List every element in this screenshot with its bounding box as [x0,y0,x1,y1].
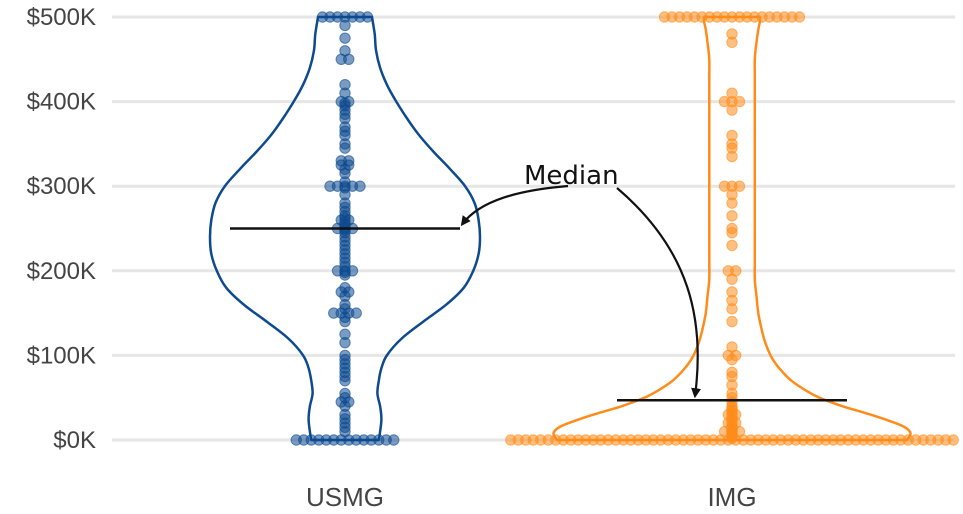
data-point-usmg [388,434,400,446]
data-point-img [726,315,738,328]
y-tick-label: $300K [27,173,96,200]
data-point-img [726,239,738,252]
data-point-usmg [361,11,374,23]
data-point-img [793,11,806,23]
data-point-img [726,87,738,99]
y-axis-tick-labels: $0K $100K $200K $300K $400K $500K [27,4,96,454]
data-point-img [947,434,959,446]
data-point-usmg [339,78,351,91]
data-point-img [726,286,738,298]
y-tick-label: $0K [53,427,96,454]
data-point-usmg [350,307,362,319]
data-point-usmg [339,282,351,294]
median-lines [230,227,847,402]
data-point-usmg [354,180,366,192]
data-point-img [733,180,746,192]
data-points [290,11,959,446]
y-tick-label: $400K [27,89,96,116]
data-point-img [726,366,738,379]
y-tick-label: $200K [27,258,96,285]
data-point-img [730,265,742,277]
y-tick-label: $100K [27,342,96,369]
data-point-usmg [339,32,351,44]
data-point-img [733,95,746,108]
data-point-usmg [343,155,355,167]
data-point-usmg [339,328,351,340]
x-tick-label-img: IMG [707,482,756,512]
data-point-usmg [339,349,351,362]
median-annotation: Median [460,161,701,399]
data-point-img [726,129,738,142]
y-tick-label: $500K [27,4,96,31]
data-point-img [726,28,738,40]
median-annotation-label: Median [524,161,619,191]
data-point-img [726,341,738,353]
data-point-usmg [339,387,351,400]
data-point-img [726,222,738,235]
median-arrow-usmg [460,184,569,227]
data-point-usmg [339,45,351,57]
median-arrow-img [616,187,701,399]
x-tick-label-usmg: USMG [306,482,384,512]
data-point-img [726,210,738,222]
x-axis-category-labels: USMG IMG [306,482,757,512]
